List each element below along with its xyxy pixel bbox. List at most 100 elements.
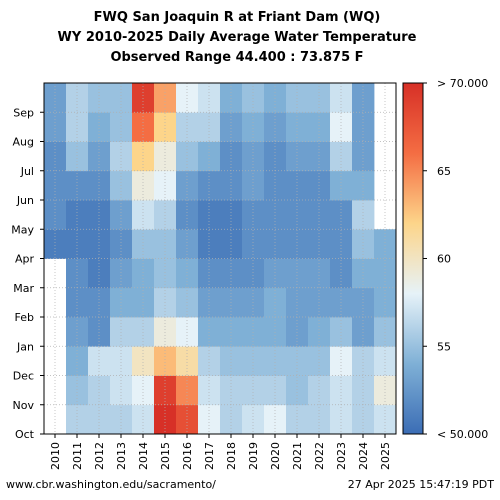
heatmap-cell [264, 112, 287, 142]
heatmap-cell [154, 141, 177, 172]
heatmap-cell [220, 229, 243, 259]
x-tick-label: 2019 [247, 442, 260, 470]
heatmap-cell [44, 83, 67, 113]
heatmap-cell [176, 229, 199, 259]
heatmap-cell [198, 141, 221, 172]
heatmap-cell [154, 346, 177, 376]
heatmap-cell [110, 258, 133, 289]
heatmap-cell [132, 112, 155, 142]
heatmap-cell [264, 258, 287, 289]
heatmap-cell [242, 112, 265, 142]
chart-title-line-3: Observed Range 44.400 : 73.875 F [110, 50, 364, 65]
heatmap-cell [132, 346, 155, 376]
heatmap-cell [88, 200, 111, 230]
heatmap-cell [176, 83, 199, 113]
heatmap-cell [330, 112, 353, 142]
heatmap-cell [242, 317, 265, 347]
heatmap-cell [132, 229, 155, 259]
heatmap-cell [154, 200, 177, 230]
heatmap-cell [220, 112, 243, 142]
heatmap-cell [110, 83, 133, 113]
heatmap-cell [88, 83, 111, 113]
x-tick-label: 2011 [71, 442, 84, 470]
heatmap-cell [88, 346, 111, 376]
x-tick-label: 2023 [335, 442, 348, 470]
x-tick-label: 2016 [181, 442, 194, 470]
y-tick-label: Jan [16, 340, 34, 353]
y-tick-label: Nov [13, 399, 35, 412]
heatmap-cell [154, 317, 177, 347]
heatmap-cell [286, 83, 309, 113]
footer-source-url: www.cbr.washington.edu/sacramento/ [6, 478, 216, 491]
heatmap-cell [286, 229, 309, 259]
x-tick-label: 2021 [291, 442, 304, 470]
heatmap-cell [110, 375, 133, 406]
heatmap-cell [132, 317, 155, 347]
heatmap-cell [286, 258, 309, 289]
x-tick-label: 2024 [357, 442, 370, 470]
y-tick-label: May [11, 223, 34, 236]
heatmap-cell [264, 346, 287, 376]
heatmap-cell [110, 141, 133, 172]
heatmap-cell [44, 112, 67, 142]
heatmap-cell [286, 141, 309, 172]
heatmap-cell [308, 112, 331, 142]
y-tick-label: Oct [15, 428, 35, 441]
heatmap-cell [242, 83, 265, 113]
heatmap-cell [264, 200, 287, 230]
heatmap-cell [132, 141, 155, 172]
heatmap-cell [66, 346, 89, 376]
heatmap-cell [220, 83, 243, 113]
x-tick-label: 2020 [269, 442, 282, 470]
heatmap-cell [242, 141, 265, 172]
heatmap-cell [352, 141, 375, 172]
heatmap-cell [264, 375, 287, 406]
heatmap-cell [176, 258, 199, 289]
heatmap-cell [330, 229, 353, 259]
heatmap-cell [374, 317, 397, 347]
heatmap-cell [154, 258, 177, 289]
heatmap-cell [88, 375, 111, 406]
heatmap-cell [110, 112, 133, 142]
heatmap-cell [220, 346, 243, 376]
heatmap-cell [110, 346, 133, 376]
x-tick-label: 2017 [203, 442, 216, 470]
y-tick-label: Feb [15, 311, 34, 324]
heatmap-cell [330, 317, 353, 347]
heatmap-cell [374, 375, 397, 406]
heatmap-cell [176, 112, 199, 142]
heatmap-cell [66, 141, 89, 172]
heatmap-cell [374, 346, 397, 376]
heatmap-cell [88, 141, 111, 172]
heatmap-cell [44, 141, 67, 172]
heatmap-cell [176, 141, 199, 172]
x-tick-label: 2014 [137, 442, 150, 470]
heatmap-cell [286, 346, 309, 376]
heatmap-cell [330, 141, 353, 172]
x-tick-label: 2015 [159, 442, 172, 470]
heatmap-cell [198, 375, 221, 406]
heatmap-cell [264, 229, 287, 259]
y-tick-label: Sep [13, 106, 34, 119]
footer-timestamp: 27 Apr 2025 15:47:19 PDT [347, 478, 494, 491]
heatmap-cell [132, 258, 155, 289]
heatmap-cell [242, 200, 265, 230]
heatmap-cell [198, 200, 221, 230]
heatmap-cell [198, 317, 221, 347]
heatmap-cell [66, 112, 89, 142]
heatmap-cell [242, 229, 265, 259]
heatmap-cell [198, 83, 221, 113]
heatmap-cell [352, 258, 375, 289]
heatmap-cell [352, 229, 375, 259]
x-tick-label: 2010 [49, 442, 62, 470]
heatmap-cell [66, 375, 89, 406]
x-tick-label: 2013 [115, 442, 128, 470]
heatmap-cell [374, 229, 397, 259]
heatmap-cell [308, 83, 331, 113]
heatmap-cell [352, 200, 375, 230]
heatmap-cell [110, 200, 133, 230]
heatmap-cell [110, 229, 133, 259]
heatmap-cell [242, 375, 265, 406]
heatmap-cell [286, 112, 309, 142]
